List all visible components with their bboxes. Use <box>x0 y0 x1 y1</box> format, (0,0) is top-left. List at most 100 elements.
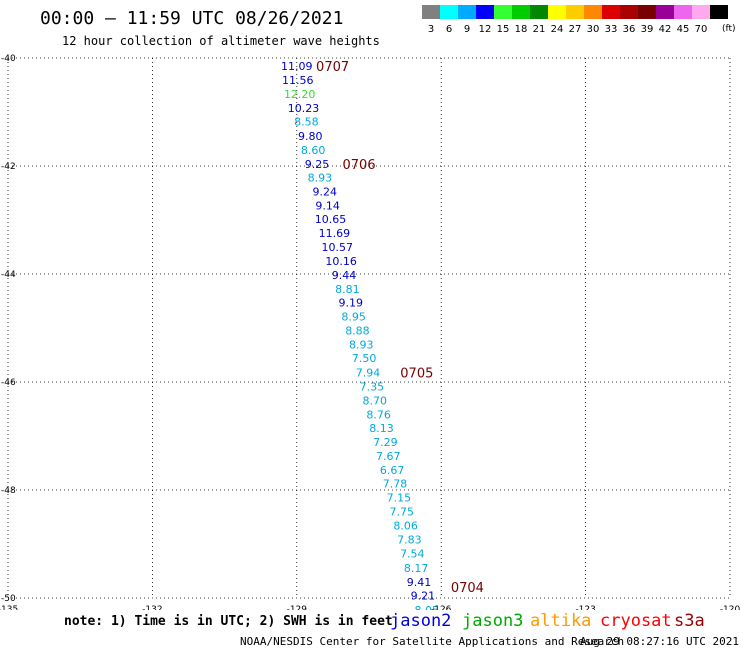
wave-height-value: 9.25 <box>305 158 330 171</box>
scale-label: 15 <box>496 24 510 35</box>
time-label: 0706 <box>343 158 376 173</box>
time-label: 0707 <box>316 60 349 75</box>
wave-height-value: 11.69 <box>319 227 351 240</box>
scale-swatch <box>476 5 494 19</box>
lon-tick-label: -129 <box>287 605 308 610</box>
wave-height-value: 8.60 <box>301 144 326 157</box>
wave-height-value: 9.41 <box>407 576 432 589</box>
wave-height-value: 6.67 <box>380 464 405 477</box>
wave-height-value: 8.17 <box>404 562 429 575</box>
wave-height-value: 7.29 <box>373 436 398 449</box>
scale-label: 33 <box>604 24 618 35</box>
wave-height-value: 7.94 <box>356 366 381 379</box>
scale-swatch <box>692 5 710 19</box>
lon-tick-label: -132 <box>142 605 162 610</box>
wave-height-track: 11.0911.5612.2010.238.589.808.609.258.93… <box>281 60 440 610</box>
wave-height-value: 9.14 <box>315 199 340 212</box>
scale-swatch <box>494 5 512 19</box>
scale-swatch <box>638 5 656 19</box>
scale-label: 24 <box>550 24 564 35</box>
wave-height-value: 8.70 <box>363 394 388 407</box>
scale-swatch <box>710 5 728 19</box>
wave-height-value: 8.05 <box>415 604 440 610</box>
lat-tick-label: -48 <box>1 486 16 496</box>
scale-label: 30 <box>586 24 600 35</box>
lat-tick-label: -42 <box>1 162 16 172</box>
scale-swatch <box>620 5 638 19</box>
scale-swatch <box>458 5 476 19</box>
lat-tick-label: -40 <box>1 54 16 64</box>
footer-timestamp: Aug 29 08:27:16 UTC 2021 <box>580 635 739 648</box>
legend-s3a: s3a <box>674 611 705 631</box>
scale-label: 27 <box>568 24 582 35</box>
wave-height-value: 7.15 <box>387 492 412 505</box>
axis-ticks: -135 -132 -129 -126 -123 -120 -40 -42 -44 -46 -48 -… <box>0 54 740 610</box>
wave-height-value: 8.95 <box>341 311 366 324</box>
wave-height-value: 8.13 <box>369 422 394 435</box>
time-labels: 0707 0706 0705 0704 <box>316 60 484 596</box>
legend-bar: note: 1) Time is in UTC; 2) SWH is in fe… <box>0 611 740 635</box>
scale-swatch <box>584 5 602 19</box>
wave-height-value: 10.65 <box>315 213 347 226</box>
wave-height-value: 9.19 <box>338 297 363 310</box>
wave-height-value: 11.56 <box>282 74 314 87</box>
footer-credit: NOAA/NESDIS Center for Satellite Applica… <box>240 635 625 648</box>
wave-height-value: 9.24 <box>312 185 337 198</box>
scale-label: 21 <box>532 24 546 35</box>
scale-swatch <box>566 5 584 19</box>
legend-altika: altika <box>530 611 592 631</box>
lon-tick-label: -135 <box>0 605 18 610</box>
time-label: 0705 <box>400 366 433 381</box>
lat-tick-label: -44 <box>1 270 16 280</box>
lon-tick-label: -123 <box>575 605 595 610</box>
wave-height-value: 9.21 <box>411 589 436 602</box>
wave-height-value: 12.20 <box>284 88 316 101</box>
lat-tick-label: -46 <box>1 378 16 388</box>
scale-swatch <box>512 5 530 19</box>
wave-height-value: 7.50 <box>352 352 377 365</box>
wave-height-value: 10.23 <box>288 102 320 115</box>
scale-label: 12 <box>478 24 492 35</box>
wave-height-value: 8.81 <box>335 283 360 296</box>
scale-label: 39 <box>640 24 654 35</box>
lat-tick-label: -50 <box>1 594 16 604</box>
map-grid <box>7 57 731 599</box>
scale-swatch <box>440 5 458 19</box>
legend-cryosat: cryosat <box>600 611 672 631</box>
wave-height-value: 7.75 <box>389 506 414 519</box>
scale-swatch <box>674 5 692 19</box>
time-label: 0704 <box>451 581 484 596</box>
scale-label: 36 <box>622 24 636 35</box>
units-note: note: 1) Time is in UTC; 2) SWH is in fe… <box>64 614 393 629</box>
wave-height-value: 11.09 <box>281 60 313 73</box>
wave-height-value: 7.35 <box>360 380 385 393</box>
scale-swatch <box>530 5 548 19</box>
wave-height-value: 10.57 <box>321 241 353 254</box>
lon-tick-label: -126 <box>431 605 452 610</box>
scale-label: 9 <box>463 24 471 35</box>
wave-height-value: 8.93 <box>308 171 333 184</box>
legend-jason2: jason2 <box>390 611 452 631</box>
scale-swatch <box>656 5 674 19</box>
wave-height-value: 8.06 <box>393 520 418 533</box>
scale-swatch <box>422 5 440 19</box>
wave-height-value: 9.80 <box>298 130 323 143</box>
legend-jason3: jason3 <box>462 611 524 631</box>
scale-swatch <box>548 5 566 19</box>
scale-label: 3 <box>427 24 435 35</box>
wave-height-value: 8.58 <box>294 116 319 129</box>
altimeter-map: 11.0911.5612.2010.238.589.808.609.258.93… <box>0 54 740 610</box>
wave-height-value: 10.16 <box>325 255 357 268</box>
scale-label: 18 <box>514 24 528 35</box>
wave-height-value: 7.54 <box>400 548 425 561</box>
wave-height-value: 8.88 <box>345 325 370 338</box>
wave-height-value: 7.83 <box>397 534 422 547</box>
page-title: 00:00 – 11:59 UTC 08/26/2021 <box>40 8 344 29</box>
scale-swatch <box>602 5 620 19</box>
wave-height-value: 7.78 <box>383 478 408 491</box>
page-subtitle: 12 hour collection of altimeter wave hei… <box>62 34 380 48</box>
scale-label: 42 <box>658 24 672 35</box>
wave-height-value: 8.93 <box>349 339 374 352</box>
wave-height-value: 8.76 <box>366 408 391 421</box>
scale-label: 70 <box>694 24 708 35</box>
